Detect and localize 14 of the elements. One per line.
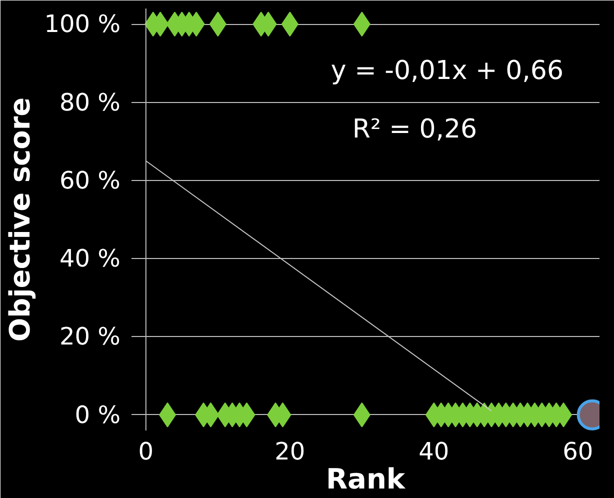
- y-tick-label: 100 %: [44, 10, 121, 38]
- annotation: y = -0,01x + 0,66: [330, 56, 564, 86]
- x-tick-label: 40: [418, 438, 450, 466]
- x-tick-label: 20: [274, 438, 306, 466]
- y-tick-label: 60 %: [60, 166, 121, 194]
- y-tick-label: 40 %: [60, 244, 121, 273]
- x-tick-label: 60: [562, 438, 594, 466]
- y-axis-title: Objective score: [3, 97, 36, 342]
- y-tick-label: 20 %: [60, 322, 121, 351]
- x-axis-title: Rank: [326, 462, 406, 496]
- y-tick-label: 0 %: [74, 400, 120, 429]
- y-tick-label: 80 %: [60, 88, 121, 116]
- annotation: R² = 0,26: [352, 114, 478, 145]
- x-tick-label: 0: [138, 438, 154, 466]
